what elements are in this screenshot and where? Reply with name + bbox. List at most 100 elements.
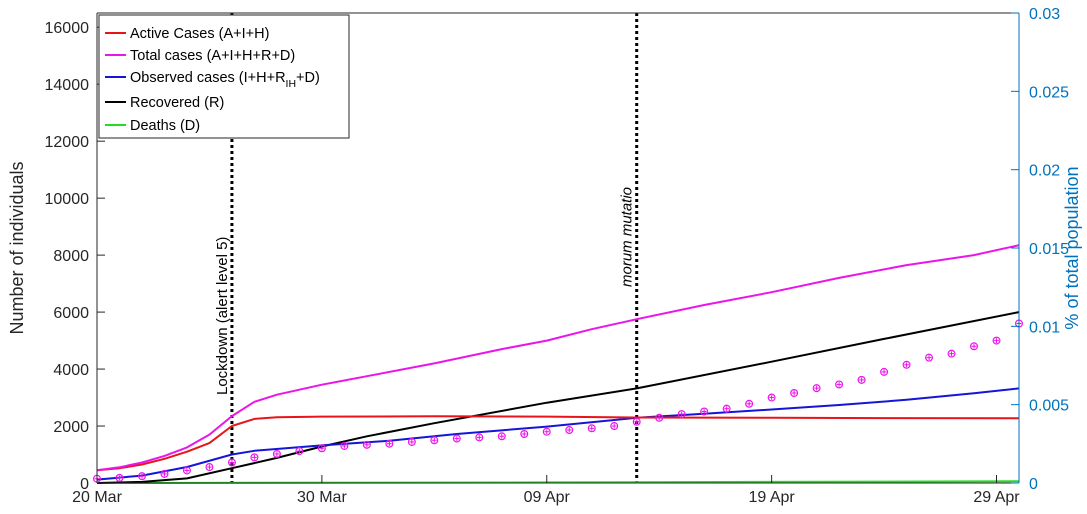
observed-marker bbox=[475, 433, 484, 442]
left-tick-label: 14000 bbox=[45, 77, 90, 94]
observed-marker-circle bbox=[227, 458, 236, 467]
right-tick-label: 0.03 bbox=[1029, 6, 1060, 23]
observed-marker bbox=[452, 434, 461, 443]
observed-marker bbox=[947, 349, 956, 358]
right-tick-label: 0.01 bbox=[1029, 319, 1060, 336]
legend-label-deaths: Deaths (D) bbox=[130, 118, 200, 134]
observed-marker bbox=[925, 353, 934, 362]
observed-marker-circle bbox=[272, 449, 281, 458]
series-line-recovered bbox=[96, 311, 1020, 484]
observed-marker-circle bbox=[317, 444, 326, 453]
observed-marker-circle bbox=[497, 432, 506, 441]
observed-marker-circle bbox=[767, 393, 776, 402]
observed-marker-circle bbox=[632, 417, 641, 426]
observed-marker bbox=[677, 410, 686, 419]
y-right-axis-title: % of total population bbox=[1062, 166, 1082, 329]
observed-marker bbox=[497, 432, 506, 441]
observed-marker bbox=[520, 430, 529, 439]
observed-marker-circle bbox=[947, 349, 956, 358]
observed-marker-circle bbox=[250, 453, 259, 462]
observed-marker-circle bbox=[205, 463, 214, 472]
observed-marker-circle bbox=[745, 399, 754, 408]
observed-marker-circle bbox=[835, 380, 844, 389]
observed-marker-circle bbox=[115, 473, 124, 482]
observed-marker bbox=[722, 404, 731, 413]
observed-marker-circle bbox=[925, 353, 934, 362]
observed-marker bbox=[587, 424, 596, 433]
observed-marker-circle bbox=[295, 447, 304, 456]
observed-marker bbox=[272, 449, 281, 458]
observed-marker bbox=[407, 437, 416, 446]
observed-marker-circle bbox=[655, 413, 664, 422]
observed-marker-circle bbox=[430, 436, 439, 445]
observed-marker bbox=[362, 440, 371, 449]
left-tick-label: 6000 bbox=[53, 305, 89, 322]
observed-marker bbox=[385, 439, 394, 448]
observed-marker bbox=[205, 463, 214, 472]
observed-marker-circle bbox=[902, 360, 911, 369]
observed-marker-circle bbox=[722, 404, 731, 413]
legend-label-active: Active Cases (A+I+H) bbox=[130, 26, 269, 42]
observed-marker-circle bbox=[677, 410, 686, 419]
x-tick-label: 20 Mar bbox=[72, 489, 122, 506]
left-tick-label: 10000 bbox=[45, 191, 90, 208]
observed-marker-circle bbox=[520, 430, 529, 439]
observed-marker bbox=[902, 360, 911, 369]
right-tick-label: 0.025 bbox=[1029, 84, 1069, 101]
observed-marker bbox=[160, 469, 169, 478]
x-tick-label: 19 Apr bbox=[749, 489, 796, 506]
right-tick-label: 0.015 bbox=[1029, 241, 1069, 258]
observed-marker bbox=[790, 388, 799, 397]
observed-marker-circle bbox=[565, 426, 574, 435]
observed-marker bbox=[565, 426, 574, 435]
observed-marker-circle bbox=[610, 422, 619, 431]
observed-marker bbox=[250, 453, 259, 462]
observed-marker-circle bbox=[992, 336, 1001, 345]
observed-marker bbox=[317, 444, 326, 453]
observed-marker bbox=[812, 384, 821, 393]
observed-marker bbox=[970, 342, 979, 351]
right-tick-label: 0 bbox=[1029, 476, 1038, 493]
observed-marker-circle bbox=[970, 342, 979, 351]
legend-text-main: Total cases (A+I+H+R+D) bbox=[130, 48, 295, 64]
legend-text-suffix: +D) bbox=[296, 70, 320, 86]
annotation-label-1: Lockdown (alert level 5) bbox=[214, 237, 231, 395]
observed-marker bbox=[182, 466, 191, 475]
observed-marker-circle bbox=[407, 437, 416, 446]
observed-marker bbox=[655, 413, 664, 422]
x-tick-label: 29 Apr bbox=[973, 489, 1020, 506]
left-tick-label: 12000 bbox=[45, 134, 90, 151]
observed-marker bbox=[745, 399, 754, 408]
observed-marker bbox=[295, 447, 304, 456]
left-tick-label: 0 bbox=[80, 476, 89, 493]
observed-marker bbox=[115, 473, 124, 482]
legend-label-total: Total cases (A+I+H+R+D) bbox=[130, 48, 295, 64]
observed-marker-circle bbox=[812, 384, 821, 393]
observed-marker bbox=[767, 393, 776, 402]
observed-marker bbox=[340, 441, 349, 450]
observed-marker-circle bbox=[790, 388, 799, 397]
observed-marker-circle bbox=[880, 367, 889, 376]
observed-marker bbox=[857, 375, 866, 384]
left-tick-label: 2000 bbox=[53, 419, 89, 436]
left-tick-label: 4000 bbox=[53, 362, 89, 379]
right-tick-label: 0.005 bbox=[1029, 398, 1069, 415]
y-left-axis-title: Number of individuals bbox=[7, 161, 27, 334]
legend: Active Cases (A+I+H) Total cases (A+I+H+R… bbox=[98, 14, 350, 139]
observed-marker bbox=[835, 380, 844, 389]
observed-marker-circle bbox=[182, 466, 191, 475]
observed-marker-circle bbox=[542, 427, 551, 436]
series-line-active bbox=[96, 415, 1020, 472]
observed-marker-circle bbox=[137, 472, 146, 481]
observed-marker bbox=[430, 436, 439, 445]
right-tick-label: 0.02 bbox=[1029, 163, 1060, 180]
legend-text-main: Deaths (D) bbox=[130, 118, 200, 134]
left-tick-label: 16000 bbox=[45, 20, 90, 37]
observed-marker-circle bbox=[362, 440, 371, 449]
observed-marker bbox=[880, 367, 889, 376]
legend-label-observed: Observed cases (I+H+RIH+D) bbox=[130, 70, 320, 90]
observed-marker-circle bbox=[385, 439, 394, 448]
observed-marker bbox=[632, 417, 641, 426]
series-line-observed bbox=[96, 387, 1020, 481]
observed-marker bbox=[227, 458, 236, 467]
